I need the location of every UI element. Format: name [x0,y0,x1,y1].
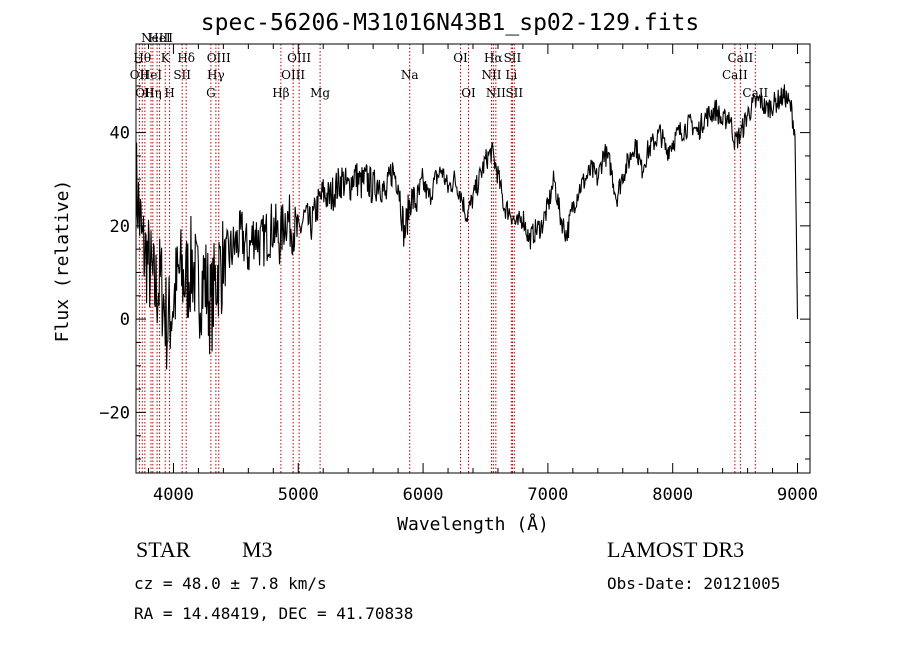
x-axis-label: Wavelength (Å) [397,513,549,535]
line-label: HeI [148,31,171,45]
line-label: OI [461,86,476,100]
object-class: STAR [136,537,191,562]
line-label: Hδ [177,51,195,65]
line-label: Li [505,68,517,82]
line-label: NII [481,68,501,82]
line-label: OI [453,51,468,65]
chart-title: spec-56206-M31016N43B1_sp02-129.fits [200,10,700,36]
spectrum-trace [135,84,799,370]
y-tick-label: 40 [110,124,130,144]
y-tick-label: −20 [99,403,130,423]
redshift-info: cz = 48.0 ± 7.8 km/s [134,574,327,593]
line-label: NeIII [141,31,173,45]
x-tick-label: 9000 [777,485,818,505]
line-label: SII [173,68,191,82]
survey-name: LAMOST DR3 [607,537,745,562]
y-tick-label: 20 [110,217,130,237]
line-label: OII [130,68,150,82]
line-label: Hθ [133,51,151,65]
coordinates: RA = 14.48419, DEC = 41.70838 [134,604,414,623]
x-tick-label: 6000 [403,485,444,505]
line-label: CaII [742,86,768,100]
line-label: Hβ [272,86,289,100]
object-subclass: M3 [242,537,273,562]
line-label: CaII [722,68,748,82]
line-label: OII [135,86,155,100]
y-axis-label: Flux (relative) [52,180,73,343]
line-label: Hη [144,86,162,100]
axis-ticks: 4000 5000 6000 7000 8000 9000 −20 0 20 40 [99,44,818,505]
line-label: G [206,86,216,100]
line-label: CaII [727,51,753,65]
line-labels: OIIHθOIIHeIHηNeIIIHeIKHSIIHδGHγOIIIHβOII… [130,31,769,100]
line-label: SII [504,51,522,65]
line-label: NII [486,86,506,100]
line-label: OIII [287,51,311,65]
line-label: Hα [484,51,503,65]
obs-date: Obs-Date: 20121005 [607,574,781,593]
line-label: SII [505,86,523,100]
line-label: HeI [140,68,163,82]
line-label: K [161,51,171,65]
x-tick-label: 5000 [278,485,319,505]
line-label: H [164,86,174,100]
line-label: Mg [310,86,330,100]
x-tick-label: 4000 [153,485,194,505]
line-label: Na [401,68,419,82]
line-label: OIII [281,68,305,82]
line-label: OIII [207,51,231,65]
x-tick-label: 8000 [652,485,693,505]
x-tick-label: 7000 [527,485,568,505]
y-tick-label: 0 [120,310,130,330]
line-label: Hγ [207,68,225,82]
